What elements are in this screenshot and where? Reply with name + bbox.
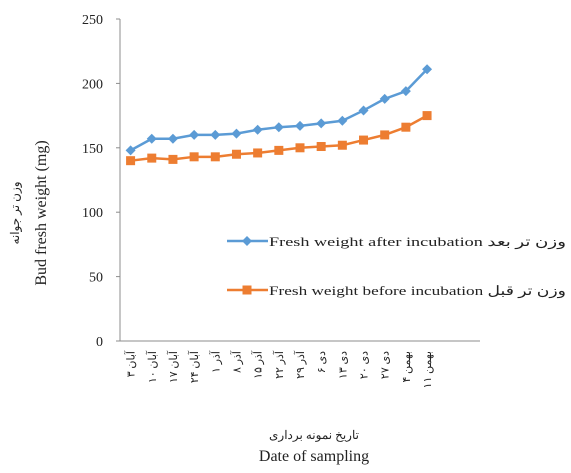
data-point bbox=[401, 122, 411, 132]
series-1 bbox=[125, 64, 433, 156]
y-tick-label: 100 bbox=[82, 206, 103, 221]
series-2 bbox=[126, 111, 432, 166]
data-point bbox=[189, 152, 199, 162]
x-tick-label: ۱۳ دی bbox=[337, 351, 349, 379]
y-tick-label: 200 bbox=[82, 77, 103, 92]
x-tick-label: ۱۰ آبان bbox=[146, 350, 159, 383]
x-tick-label: ۱ آذر bbox=[209, 350, 222, 373]
y-tick-label: 150 bbox=[82, 142, 103, 157]
data-point bbox=[274, 145, 284, 155]
legend-entry: Fresh weight before incubation وزن تر قب… bbox=[227, 283, 566, 299]
legend-label: Fresh weight before incubation وزن تر قب… bbox=[269, 283, 566, 299]
y-axis: 0 50 100 150 200 250 bbox=[82, 13, 121, 350]
series-layer bbox=[125, 64, 433, 166]
data-point bbox=[400, 86, 411, 97]
data-point bbox=[316, 142, 326, 152]
data-point bbox=[189, 129, 200, 140]
y-tick-label: 0 bbox=[96, 335, 103, 350]
data-point bbox=[168, 154, 178, 164]
data-point bbox=[252, 124, 263, 135]
x-tick-label: ۴ بهمن bbox=[401, 351, 413, 383]
x-tick-label: ۶ دی bbox=[316, 351, 328, 373]
data-point bbox=[337, 115, 348, 126]
data-point bbox=[295, 120, 305, 131]
data-point bbox=[146, 133, 157, 144]
y-tick-label: 50 bbox=[89, 271, 103, 286]
data-point bbox=[167, 133, 178, 144]
x-tick-label: ۲۴ آبان bbox=[188, 350, 201, 383]
data-point bbox=[231, 128, 242, 139]
x-tick-label: ۱۷ آبان bbox=[167, 350, 180, 383]
data-point bbox=[380, 130, 390, 140]
legend-marker bbox=[242, 236, 252, 246]
x-axis-title: Date of sampling bbox=[259, 448, 369, 465]
data-point bbox=[126, 156, 136, 166]
x-tick-label: ۳ آبان bbox=[125, 350, 138, 377]
x-tick-label: ۲۷ دی bbox=[380, 351, 392, 379]
x-tick-label: ۲۹ آذر bbox=[294, 350, 307, 379]
y-tick-label: 250 bbox=[82, 13, 103, 28]
legend: Fresh weight after incubation وزن تر بعد… bbox=[227, 234, 566, 299]
legend-label: Fresh weight after incubation وزن تر بعد bbox=[269, 234, 566, 250]
data-point bbox=[125, 145, 136, 156]
data-point bbox=[273, 122, 284, 133]
x-tick-label: ۱۵ آذر bbox=[252, 350, 265, 379]
data-point bbox=[422, 64, 433, 75]
x-axis: ۳ آبان ۱۰ آبان ۱۷ آبان ۲۴ آبان ۱ آذر ۸ آذر ۱۵ … bbox=[120, 340, 480, 388]
data-point bbox=[147, 153, 157, 163]
legend-marker bbox=[242, 285, 252, 295]
data-point bbox=[379, 93, 390, 104]
data-point bbox=[253, 148, 263, 158]
x-tick-label: ۸ آذر bbox=[230, 350, 243, 373]
y-axis-title: Bud fresh weight (mg) bbox=[33, 140, 50, 285]
y-axis-title-persian: وزن تر جوانه bbox=[8, 181, 22, 244]
x-axis-title-persian: تاریخ نمونه برداری bbox=[269, 428, 359, 442]
data-point bbox=[210, 152, 220, 162]
x-tick-label: ۱۱ بهمن bbox=[422, 351, 434, 388]
data-point bbox=[422, 111, 432, 121]
data-point bbox=[316, 118, 327, 129]
data-point bbox=[295, 143, 305, 153]
legend-entry: Fresh weight after incubation وزن تر بعد bbox=[227, 234, 566, 250]
data-point bbox=[337, 140, 347, 150]
data-point bbox=[210, 129, 221, 140]
data-point bbox=[359, 135, 369, 145]
data-point bbox=[358, 105, 369, 116]
x-tick-label: ۲۲ آذر bbox=[273, 350, 286, 379]
data-point bbox=[231, 149, 241, 159]
x-tick-label: ۲۰ دی bbox=[359, 351, 371, 379]
